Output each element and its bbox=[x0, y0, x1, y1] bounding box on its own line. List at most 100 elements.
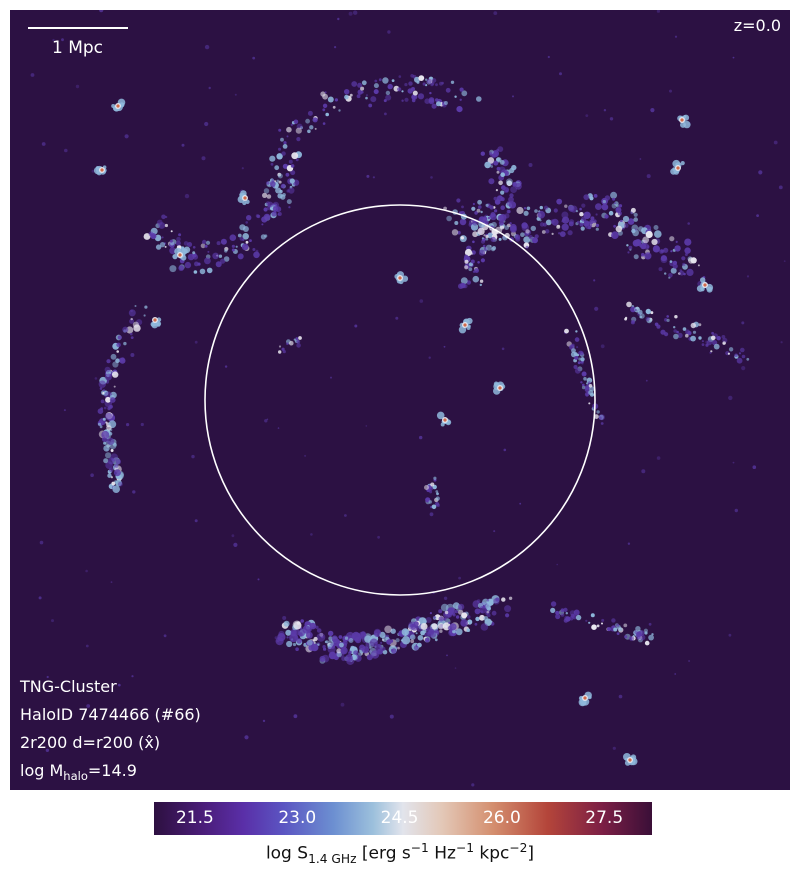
emission-blob bbox=[187, 242, 193, 247]
emission-blob bbox=[466, 628, 471, 632]
emission-blob bbox=[385, 90, 391, 96]
emission-blob bbox=[489, 152, 493, 156]
emission-blob bbox=[191, 454, 195, 459]
emission-blob bbox=[104, 373, 112, 381]
emission-blob bbox=[220, 238, 227, 245]
emission-blob bbox=[107, 437, 115, 445]
emission-blob bbox=[106, 425, 112, 431]
emission-blob bbox=[428, 500, 433, 504]
emission-blob bbox=[328, 636, 333, 641]
emission-blob bbox=[446, 215, 452, 222]
emission-blob bbox=[286, 636, 289, 639]
emission-blob bbox=[458, 576, 461, 580]
emission-blob bbox=[740, 347, 745, 353]
emission-blob bbox=[592, 219, 597, 224]
emission-blob bbox=[383, 99, 387, 103]
emission-blob bbox=[262, 719, 266, 723]
emission-blob bbox=[245, 240, 249, 244]
emission-blob bbox=[356, 94, 361, 99]
emission-blob bbox=[576, 220, 580, 224]
emission-blob bbox=[568, 205, 575, 212]
emission-blob bbox=[153, 318, 157, 322]
emission-blob bbox=[289, 633, 298, 643]
emission-blob bbox=[588, 621, 591, 624]
emission-blob bbox=[480, 258, 485, 263]
emission-blob bbox=[645, 316, 650, 322]
emission-blob bbox=[441, 81, 445, 85]
emission-blob bbox=[601, 618, 605, 622]
emission-blob bbox=[309, 622, 317, 630]
emission-blob bbox=[176, 236, 181, 242]
emission-blob bbox=[124, 134, 129, 139]
colorbar-tick-label: 27.5 bbox=[585, 808, 624, 828]
emission-blob bbox=[122, 326, 129, 333]
emission-blob bbox=[389, 714, 394, 719]
emission-blob bbox=[618, 627, 623, 632]
emission-blob bbox=[262, 192, 268, 198]
emission-blob bbox=[184, 261, 192, 269]
emission-blob bbox=[668, 276, 671, 279]
emission-blob bbox=[437, 622, 445, 630]
emission-blob bbox=[498, 220, 504, 226]
emission-blob bbox=[224, 249, 228, 253]
emission-blob bbox=[348, 11, 353, 16]
emission-blob bbox=[46, 675, 49, 679]
emission-blob bbox=[475, 616, 480, 622]
emission-blob bbox=[490, 236, 496, 243]
emission-blob bbox=[631, 228, 636, 234]
emission-blob bbox=[490, 165, 494, 168]
emission-blob bbox=[672, 260, 678, 265]
emission-blob bbox=[583, 696, 587, 700]
emission-blob bbox=[690, 322, 696, 329]
emission-blob bbox=[293, 338, 296, 341]
emission-blob bbox=[382, 638, 385, 642]
emission-blob bbox=[306, 631, 313, 639]
emission-blob bbox=[97, 422, 102, 426]
emission-blob bbox=[666, 318, 670, 322]
emission-blob bbox=[175, 240, 181, 246]
emission-blob bbox=[275, 637, 284, 646]
emission-blob bbox=[324, 91, 327, 94]
emission-blob bbox=[611, 618, 616, 623]
emission-blob bbox=[283, 141, 287, 145]
emission-blob bbox=[669, 236, 675, 242]
emission-blob bbox=[443, 418, 447, 422]
emission-blob bbox=[309, 125, 314, 130]
emission-blob bbox=[398, 75, 402, 78]
emission-blob bbox=[496, 170, 500, 174]
emission-blob bbox=[461, 612, 468, 619]
emission-blob bbox=[278, 180, 282, 184]
emission-blob bbox=[112, 361, 119, 368]
emission-blob bbox=[697, 264, 700, 267]
emission-blob bbox=[674, 245, 681, 252]
emission-blob bbox=[674, 315, 678, 319]
emission-blob bbox=[143, 233, 151, 240]
emission-blob bbox=[212, 252, 219, 260]
emission-blob bbox=[295, 647, 299, 651]
emission-blob bbox=[741, 354, 746, 359]
emission-blob bbox=[431, 623, 438, 630]
emission-blob bbox=[604, 214, 609, 219]
emission-structures bbox=[30, 10, 786, 787]
emission-blob bbox=[585, 619, 588, 622]
emission-blob bbox=[285, 172, 290, 177]
emission-blob bbox=[105, 421, 108, 424]
emission-blob bbox=[669, 89, 672, 93]
emission-blob bbox=[241, 243, 249, 251]
emission-blob bbox=[398, 276, 402, 280]
emission-blob bbox=[471, 206, 476, 211]
emission-blob bbox=[110, 353, 117, 360]
emission-blob bbox=[550, 607, 556, 614]
emission-blob bbox=[476, 208, 481, 213]
colorbar-label: log S1.4 GHz [erg s−1 Hz−1 kpc−2] bbox=[265, 841, 535, 867]
emission-blob bbox=[479, 283, 482, 287]
emission-blob bbox=[594, 414, 599, 419]
emission-blob bbox=[610, 191, 618, 199]
emission-blob bbox=[436, 503, 440, 508]
emission-blob bbox=[609, 117, 614, 121]
emission-blob bbox=[395, 316, 399, 320]
emission-blob bbox=[495, 189, 498, 192]
emission-blob bbox=[485, 237, 489, 241]
emission-blob bbox=[440, 603, 449, 612]
colorbar-tick-label: 21.5 bbox=[175, 808, 214, 828]
